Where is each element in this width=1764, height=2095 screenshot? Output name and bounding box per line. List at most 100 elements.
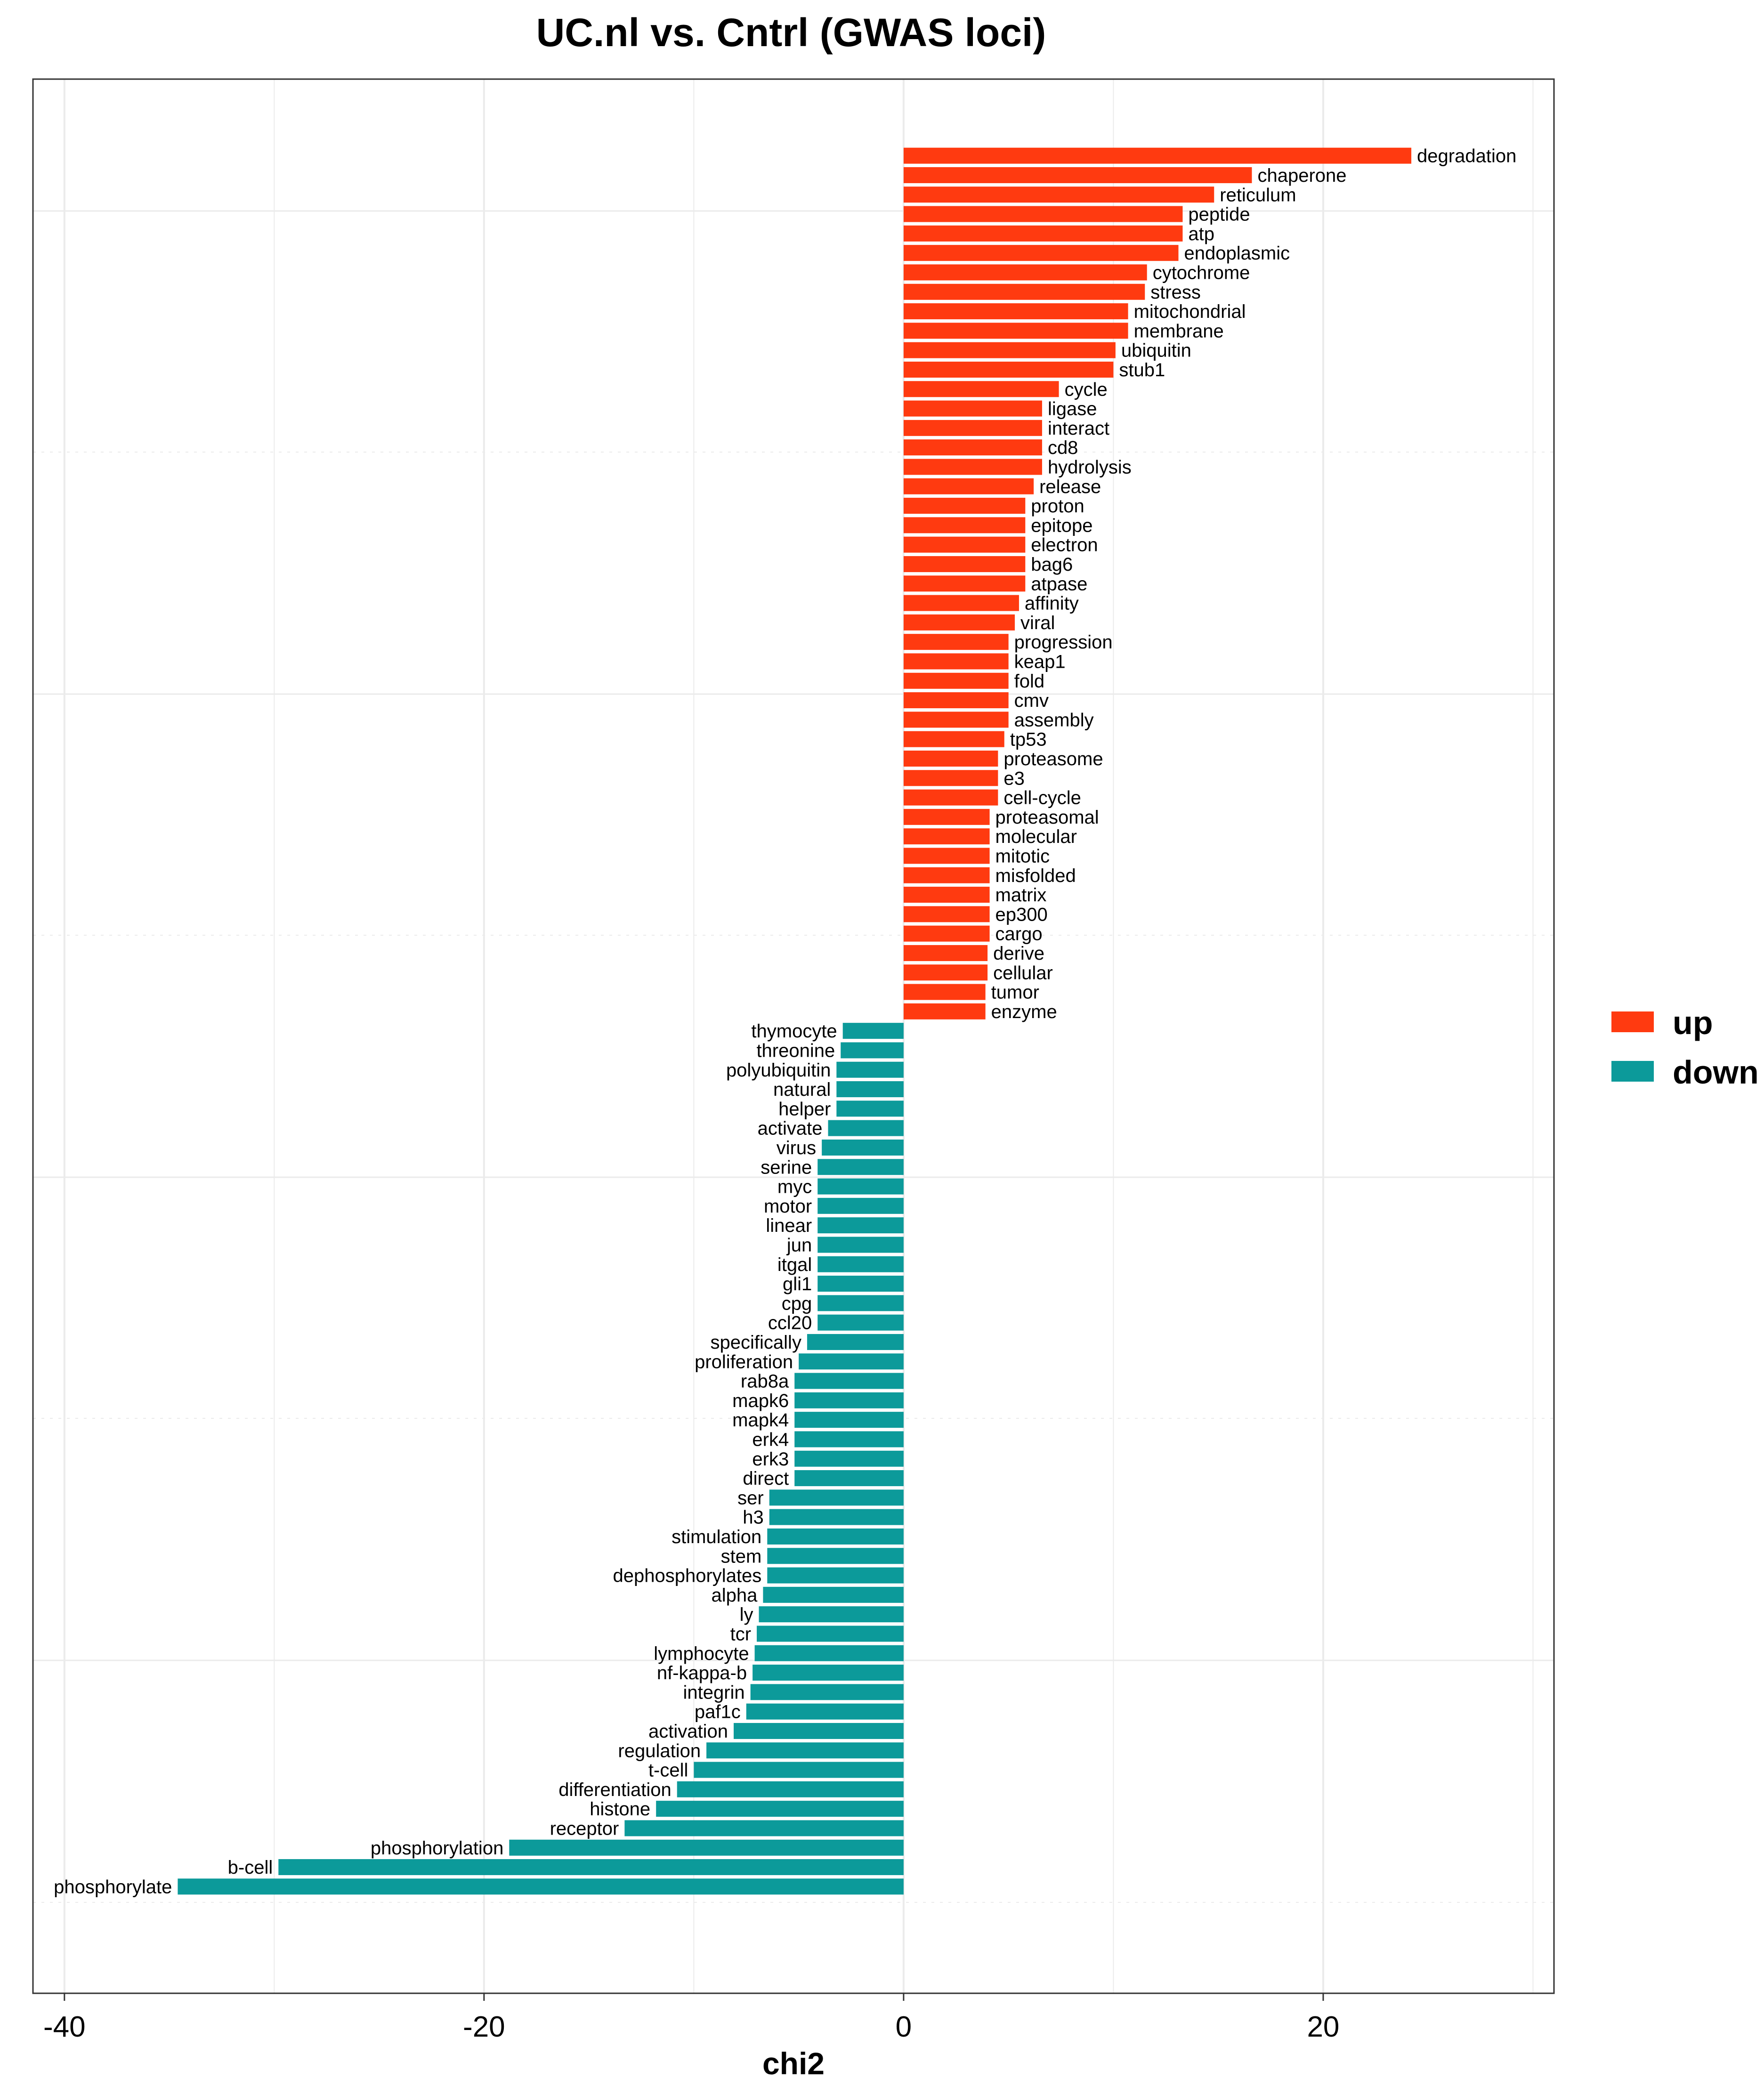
bar-ubiquitin [903, 342, 1116, 358]
bar-enzyme [903, 1003, 986, 1019]
bar-release [903, 478, 1034, 494]
bar-label-thymocyte: thymocyte [751, 1021, 837, 1042]
bar-label-reticulum: reticulum [1220, 185, 1296, 205]
bar-label-endoplasmic: endoplasmic [1184, 243, 1290, 264]
bar-label-hydrolysis: hydrolysis [1048, 457, 1132, 477]
bar-mitotic [903, 848, 990, 864]
bar-cell-cycle [903, 789, 998, 806]
bar-label-interact: interact [1048, 418, 1109, 439]
bar-label-jun: jun [786, 1235, 812, 1255]
legend-swatch-down [1611, 1061, 1654, 1082]
bar-electron [903, 536, 1026, 553]
x-tick-label: -20 [463, 2011, 505, 2043]
bar-jun [817, 1237, 904, 1253]
legend: up down [1611, 1004, 1759, 1091]
bar-rab8a [794, 1373, 904, 1389]
bar-alpha [763, 1586, 904, 1603]
bar-label-regulation: regulation [618, 1740, 701, 1761]
bar-label-fold: fold [1014, 671, 1045, 692]
bar-label-nf-kappa-b: nf-kappa-b [657, 1663, 747, 1683]
bar-specifically [807, 1334, 904, 1350]
bar-ligase [903, 400, 1042, 417]
bar-tcr [757, 1626, 904, 1642]
bar-label-integrin: integrin [683, 1682, 744, 1703]
bar-e3 [903, 770, 998, 786]
bar-label-cell-cycle: cell-cycle [1003, 788, 1081, 809]
bar-atpase [903, 575, 1026, 592]
legend-label-up: up [1673, 1004, 1713, 1041]
bar-keap1 [903, 653, 1009, 670]
bar-label-motor: motor [764, 1196, 812, 1217]
bar-regulation [706, 1742, 904, 1759]
bar-label-proteasome: proteasome [1003, 749, 1103, 769]
bar-h3 [769, 1509, 904, 1525]
bar-stub1 [903, 361, 1114, 378]
bar-derive [903, 945, 988, 961]
bar-label-assembly: assembly [1014, 710, 1094, 730]
bar-label-ligase: ligase [1048, 399, 1097, 420]
bar-cytochrome [903, 264, 1147, 281]
bar-stimulation [767, 1528, 904, 1545]
bar-label-cpg: cpg [782, 1293, 812, 1314]
bar-itgal [817, 1256, 904, 1272]
bar-degradation [903, 147, 1412, 164]
bar-label-ly: ly [740, 1604, 753, 1625]
bar-label-cytochrome: cytochrome [1153, 262, 1250, 283]
bar-label-virus: virus [777, 1138, 816, 1158]
bar-t-cell [694, 1762, 904, 1778]
bar-label-molecular: molecular [995, 826, 1077, 847]
bar-peptide [903, 206, 1183, 222]
bar-label-natural: natural [773, 1079, 831, 1100]
bar-label-bag6: bag6 [1031, 554, 1073, 575]
bar-interact [903, 420, 1042, 436]
bar-fold [903, 672, 1009, 689]
bar-cmv [903, 692, 1009, 709]
bar-label-receptor: receptor [550, 1818, 619, 1839]
bar-assembly [903, 712, 1009, 728]
x-axis-label: chi2 [762, 2046, 825, 2081]
bar-label-ser: ser [737, 1488, 764, 1508]
bar-label-cellular: cellular [993, 963, 1053, 983]
bar-label-stress: stress [1150, 282, 1201, 303]
bar-mitochondrial [903, 303, 1128, 320]
bar-motor [817, 1197, 904, 1214]
bar-natural [836, 1081, 904, 1098]
bar-label-atpase: atpase [1031, 574, 1087, 594]
bar-cd8 [903, 439, 1042, 456]
bar-label-degradation: degradation [1417, 146, 1516, 167]
bar-misfolded [903, 867, 990, 883]
bar-label-epitope: epitope [1031, 515, 1092, 536]
bar-label-b-cell: b-cell [228, 1857, 273, 1878]
bar-threonine [841, 1042, 904, 1059]
bar-nf-kappa-b [753, 1665, 904, 1681]
bar-label-enzyme: enzyme [991, 1002, 1057, 1022]
bars [178, 147, 1412, 1895]
bar-stem [767, 1548, 904, 1564]
bar-bag6 [903, 556, 1026, 572]
bar-label-lymphocyte: lymphocyte [654, 1643, 749, 1664]
bar-molecular [903, 828, 990, 845]
bar-label-proton: proton [1031, 496, 1084, 517]
bar-dephosphorylates [767, 1567, 904, 1584]
bar-activate [828, 1120, 904, 1136]
bar-atp [903, 225, 1183, 242]
bar-label-phosphorylate: phosphorylate [54, 1877, 172, 1897]
bar-integrin [750, 1684, 904, 1700]
bar-direct [794, 1470, 904, 1487]
bar-phosphorylate [178, 1878, 904, 1895]
bar-cpg [817, 1295, 904, 1311]
bar-proton [903, 498, 1026, 514]
bar-label-threonine: threonine [756, 1040, 835, 1061]
bar-ly [759, 1606, 904, 1623]
chart-title: UC.nl vs. Cntrl (GWAS loci) [536, 10, 1046, 55]
bar-label-h3: h3 [743, 1507, 764, 1528]
bar-mapk4 [794, 1412, 904, 1428]
bar-label-tcr: tcr [730, 1624, 751, 1644]
bar-thymocyte [842, 1023, 904, 1039]
bar-label-mapk4: mapk4 [732, 1410, 789, 1431]
bar-paf1c [746, 1703, 904, 1720]
bar-receptor [624, 1820, 904, 1836]
bar-label-proteasomal: proteasomal [995, 807, 1099, 828]
bar-label-e3: e3 [1003, 768, 1025, 789]
